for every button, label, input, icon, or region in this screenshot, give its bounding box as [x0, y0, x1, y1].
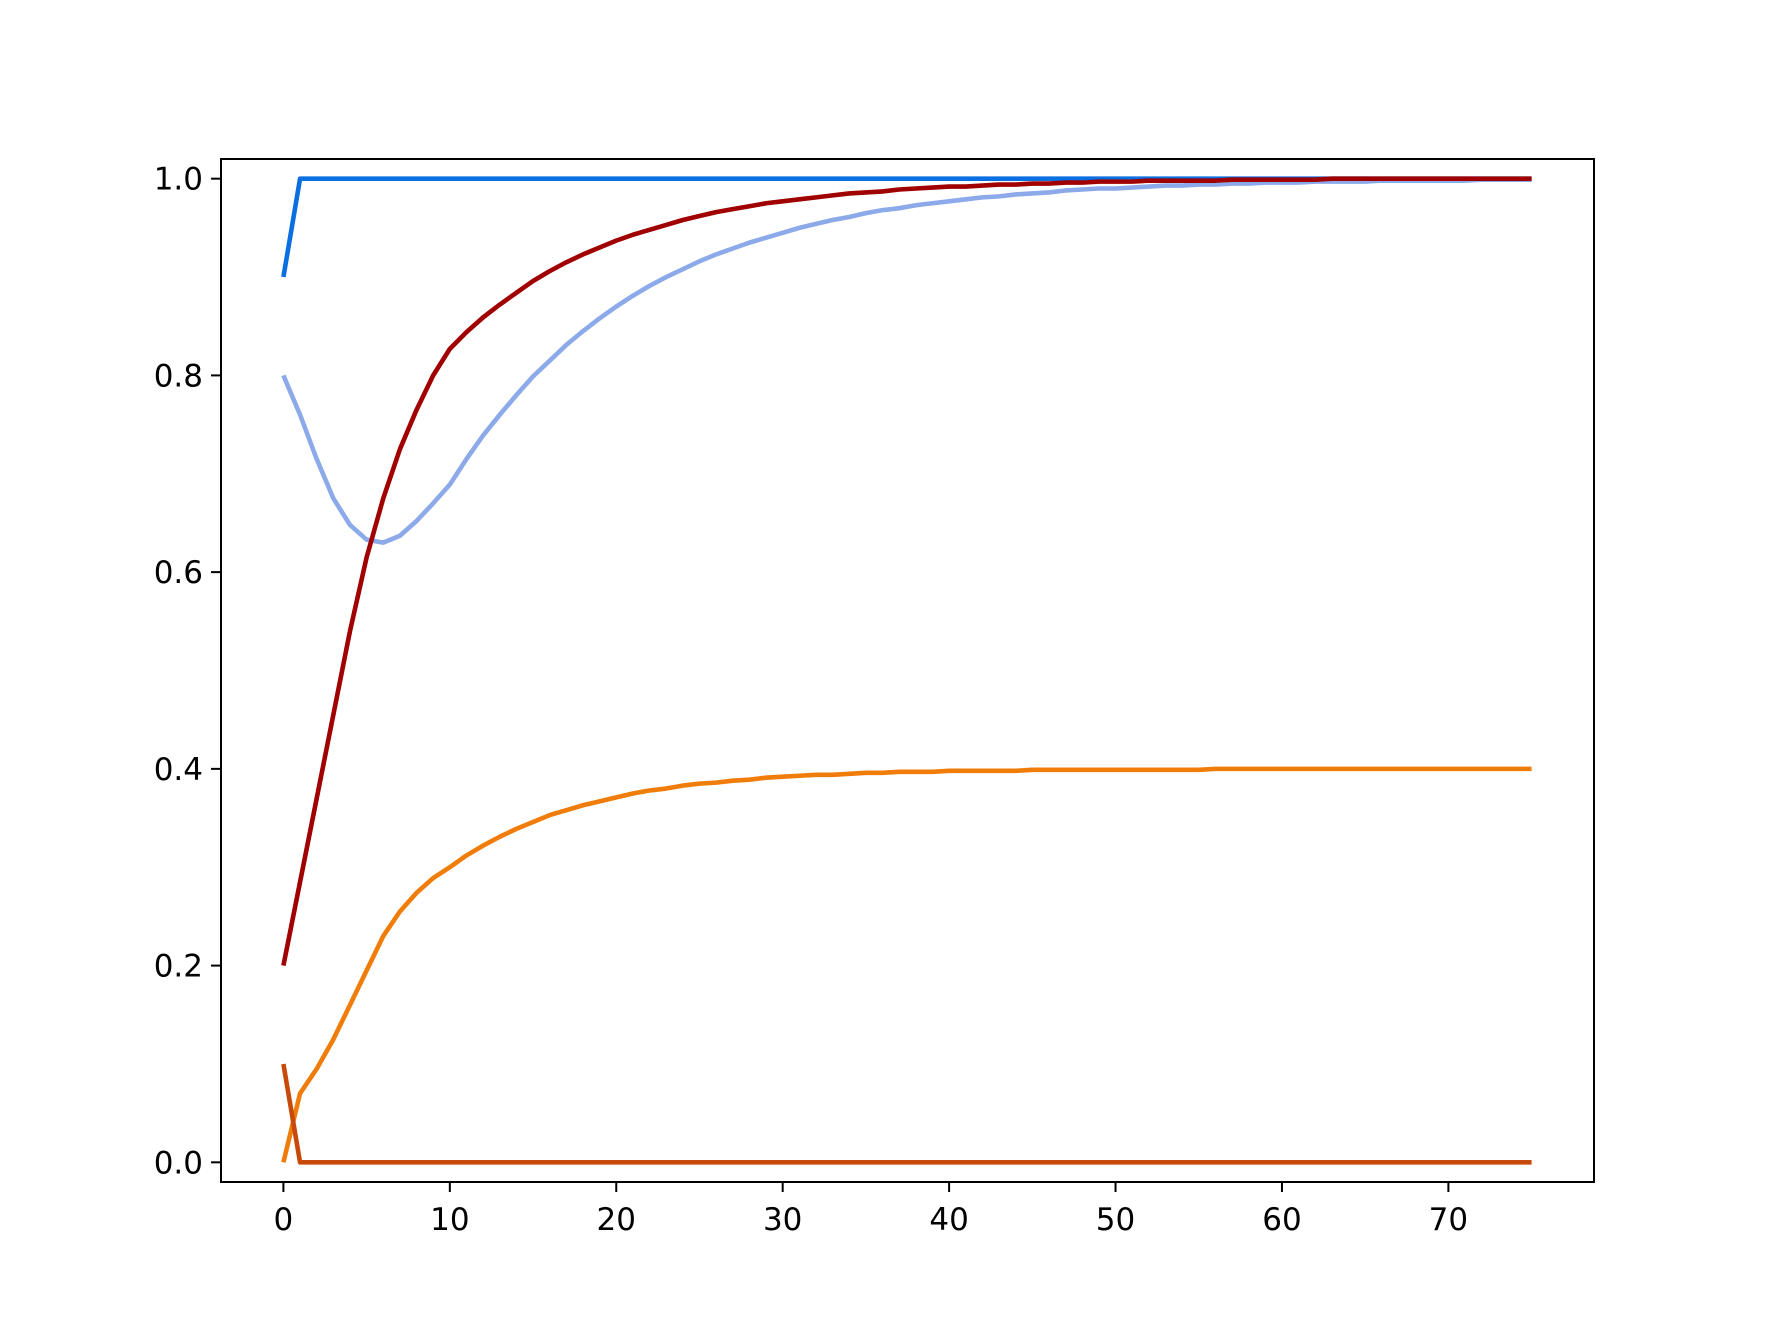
series-line — [281, 1063, 1532, 1165]
y-tick-label: 0.0 — [154, 1145, 203, 1181]
x-tick-label: 30 — [763, 1202, 802, 1238]
y-tick-label: 0.8 — [154, 358, 203, 394]
y-tick-label: 1.0 — [154, 162, 203, 198]
x-tick-label: 0 — [274, 1202, 294, 1238]
x-tick-label: 70 — [1429, 1202, 1468, 1238]
series-line — [281, 176, 1532, 278]
x-tick-label: 20 — [597, 1202, 636, 1238]
series-line — [281, 177, 1532, 545]
x-tick-label: 60 — [1262, 1202, 1301, 1238]
y-tick-label: 0.2 — [154, 949, 203, 985]
y-tick-label: 0.6 — [154, 555, 203, 591]
series-line — [281, 766, 1532, 1163]
plot-frame — [220, 158, 1595, 1183]
series-line — [281, 176, 1532, 967]
x-tick-label: 40 — [929, 1202, 968, 1238]
y-tick-label: 0.4 — [154, 752, 203, 788]
x-tick-label: 50 — [1096, 1202, 1135, 1238]
x-tick-label: 10 — [430, 1202, 469, 1238]
